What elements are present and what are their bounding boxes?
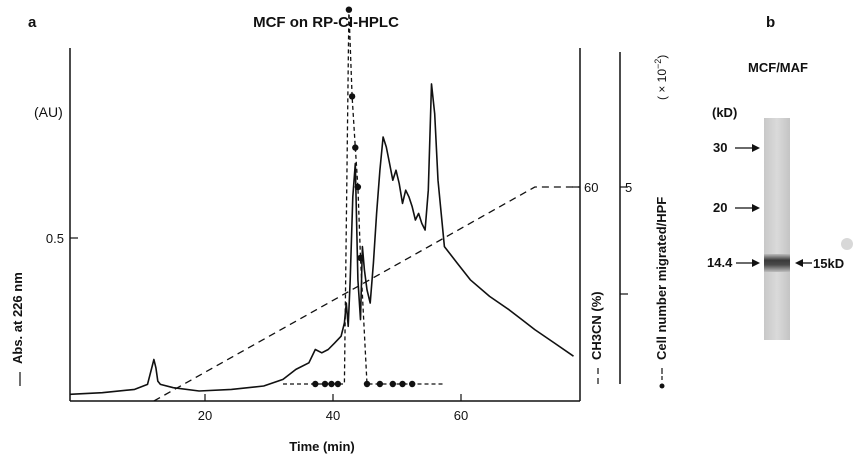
panel-a-letter: a	[28, 14, 37, 31]
kd-unit-label: (kD)	[712, 105, 737, 120]
x-tick-label: 20	[198, 408, 212, 423]
panel-b-title: MCF/MAF	[748, 60, 808, 75]
unit-tag-au: (AU)	[34, 104, 63, 120]
acn-gradient-line	[153, 186, 580, 402]
panel-a-title: MCF on RP-CI-HPLC	[253, 14, 399, 31]
panel-b-letter: b	[766, 14, 775, 31]
cell-data-point	[348, 93, 356, 100]
decorative-dot	[841, 238, 853, 250]
marker-arrowhead-14-4	[752, 259, 760, 267]
cell-data-point	[363, 380, 371, 388]
cell-axis-unit: ( × 10−2)	[653, 55, 669, 100]
cell-migration-layer	[283, 6, 445, 388]
cell-data-point	[409, 380, 416, 388]
x-tick-label: 40	[326, 408, 340, 423]
cell-data-point	[357, 254, 364, 262]
cell-legend-dot	[659, 383, 665, 389]
absorbance-trace	[69, 83, 574, 396]
cell-data-point	[389, 380, 396, 388]
cell-data-point	[352, 144, 359, 151]
band-arrowhead	[795, 259, 803, 267]
marker-label-30: 30	[713, 140, 727, 155]
cell-data-point	[354, 183, 362, 191]
cell-axis-unit-close: )	[655, 55, 669, 59]
marker-label-14-4: 14.4	[707, 255, 733, 270]
cell-data-point	[312, 380, 319, 388]
cell-axis-unit-exp: −2	[653, 59, 663, 69]
absorbance-layer	[69, 83, 574, 396]
svg-text:( × 10−2): ( × 10−2)	[653, 55, 669, 100]
cell-data-point	[334, 380, 342, 388]
cell-data-point	[399, 380, 406, 388]
x-tick-label: 60	[454, 408, 468, 423]
cell-data-point	[345, 6, 353, 13]
acn-gradient-layer	[153, 186, 580, 402]
cell-axis-label: Cell number migrated/HPF	[654, 197, 669, 360]
cell-data-point	[328, 380, 335, 388]
gel-lane	[764, 118, 790, 340]
cell-migration-line	[283, 9, 445, 385]
cell-data-point	[321, 380, 329, 388]
gel-band-15kd	[764, 254, 790, 272]
marker-arrowhead-30	[752, 144, 760, 152]
acn-axis-label: CH3CN (%)	[589, 291, 604, 360]
cell-data-point	[376, 380, 384, 388]
marker-arrowhead-20	[752, 204, 760, 212]
left-tick-label: 0.5	[46, 231, 64, 246]
acn-tick-label: 60	[584, 180, 598, 195]
cell-axis-unit-base: ( × 10	[655, 69, 669, 100]
marker-label-20: 20	[713, 200, 727, 215]
x-axis-label: Time (min)	[289, 439, 355, 454]
cell-tick-label: 5	[625, 180, 632, 195]
left-axis-label: Abs. at 226 nm	[10, 272, 25, 364]
band-label-15kd: 15kD	[813, 256, 844, 271]
